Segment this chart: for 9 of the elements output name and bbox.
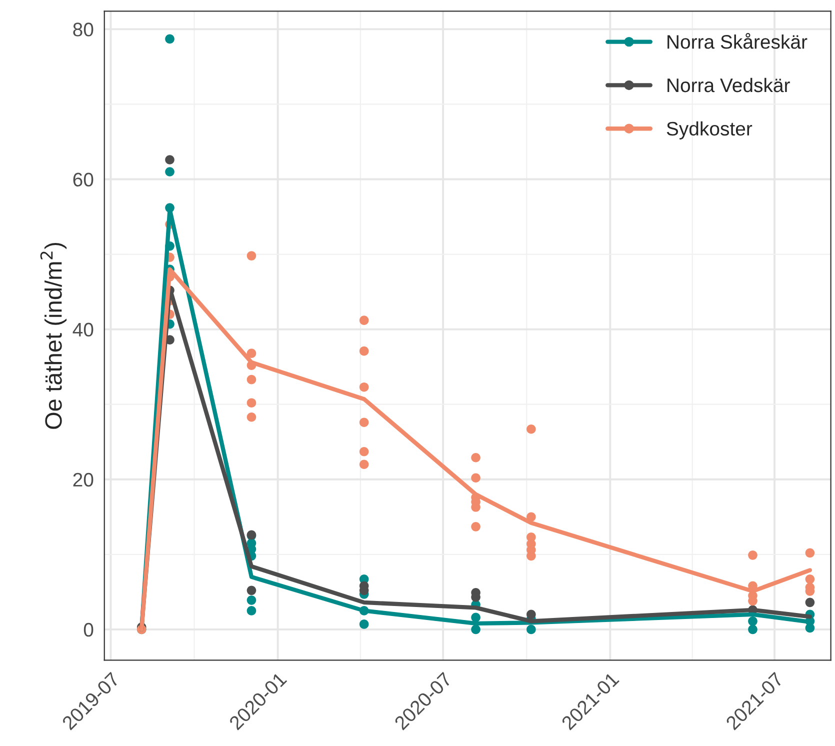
y-axis-title: Oe täthet (ind/m$^{2}$) <box>40 242 67 429</box>
y-tick-label: 80 <box>73 22 94 36</box>
legend-label: Sydkoster <box>666 121 752 140</box>
y-tick-label: 20 <box>73 472 94 487</box>
legend-label: Norra Vedskär <box>668 78 790 92</box>
y-tick-label: 0 <box>84 622 94 637</box>
legend-label: Norra Skåreskär <box>668 32 808 49</box>
y-tick-label: 40 <box>72 322 94 337</box>
y-tick-label: 60 <box>73 172 94 186</box>
